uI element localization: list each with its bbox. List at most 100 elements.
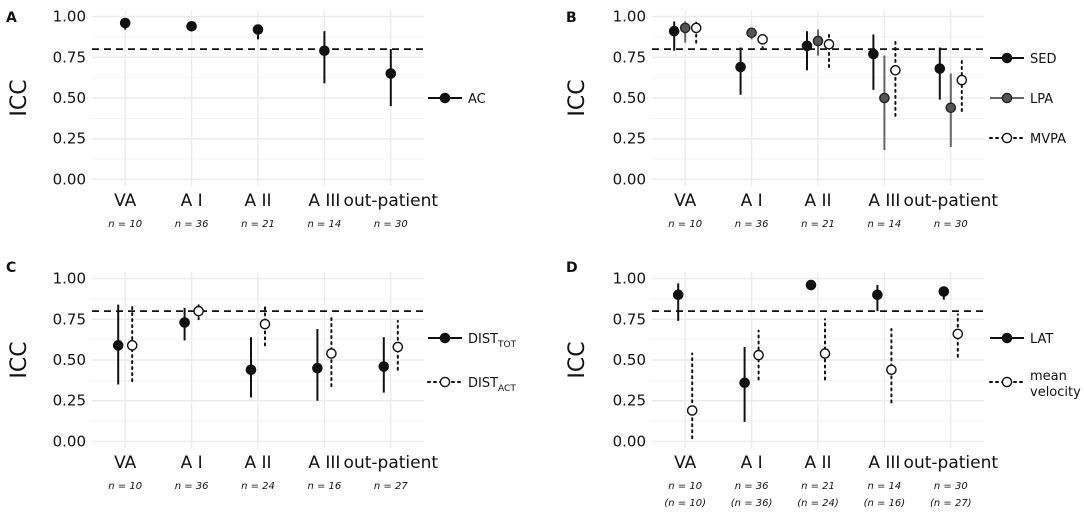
sample-size-label: n = 16 <box>307 481 341 492</box>
series-mvpa <box>690 20 968 117</box>
sample-size-label: n = 30 <box>374 219 408 230</box>
x-category-label: A III <box>868 453 900 473</box>
sample-size-label: n = 30 <box>934 481 968 492</box>
sample-size-label: n = 27 <box>374 481 408 492</box>
legend-label: DISTACT <box>468 376 516 394</box>
x-category-label: A I <box>181 453 203 473</box>
legend-label: SED <box>1030 52 1056 67</box>
panel-label: A <box>6 10 17 26</box>
legend-marker <box>1001 52 1013 64</box>
data-point <box>938 286 950 297</box>
sample-size-label: n = 21 <box>801 481 835 492</box>
y-tick-label: 0.00 <box>613 432 646 450</box>
x-category-label: out-patient <box>904 191 999 211</box>
data-point <box>886 364 897 376</box>
data-point <box>378 361 390 372</box>
sample-size-label-secondary: (n = 36) <box>731 498 773 509</box>
data-point <box>672 289 684 301</box>
legend-label-line2: velocity <box>1030 385 1081 400</box>
sample-size-label: n = 36 <box>735 219 769 230</box>
x-category-label: VA <box>114 453 137 473</box>
y-tick-label: 1.00 <box>613 8 646 26</box>
y-axis-label: ICC <box>565 341 590 378</box>
data-point <box>690 22 702 34</box>
legend-label: AC <box>468 92 486 107</box>
legend-marker <box>439 376 451 388</box>
data-point <box>112 340 124 351</box>
y-axis-label: ICC <box>7 341 32 378</box>
y-tick-label: 0.50 <box>613 351 646 369</box>
data-point <box>319 45 330 57</box>
y-tick-label: 0.75 <box>53 310 86 328</box>
y-tick-label: 0.75 <box>613 310 646 328</box>
y-tick-label: 0.25 <box>613 130 646 148</box>
legend-marker <box>1001 376 1013 388</box>
data-point <box>739 377 750 389</box>
series-lat <box>672 279 950 422</box>
sample-size-label-secondary: (n = 24) <box>797 498 839 509</box>
y-tick-label: 1.00 <box>613 270 646 288</box>
x-category-label: A II <box>244 191 271 211</box>
series-sed <box>668 21 946 100</box>
sample-size-label: n = 36 <box>175 219 209 230</box>
series-lpa <box>679 21 957 151</box>
data-point <box>819 348 831 359</box>
legend-marker <box>1001 92 1013 104</box>
data-point <box>823 38 835 50</box>
sample-size-label: n = 21 <box>241 219 275 230</box>
sample-size-label: n = 24 <box>241 481 275 492</box>
sample-size-label: n = 36 <box>175 481 209 492</box>
data-point <box>945 102 957 114</box>
y-tick-label: 0.00 <box>53 432 86 450</box>
legend-item: LAT <box>990 332 1053 347</box>
sample-size-label: n = 14 <box>867 219 901 230</box>
panel-c: 0.00 0.25 0.50 0.75 1.00 ICC C VA n = 10 A I n = 3… <box>6 260 517 492</box>
legend-label: MVPA <box>1030 132 1066 147</box>
data-point <box>746 27 757 39</box>
data-point <box>245 364 257 376</box>
x-category-label: A III <box>308 191 340 211</box>
x-category-label: A II <box>804 453 831 473</box>
data-point <box>679 22 691 34</box>
x-category-label: out-patient <box>344 453 439 473</box>
legend-marker <box>439 332 451 344</box>
series-ac <box>119 17 397 107</box>
sample-size-label-secondary: (n = 27) <box>930 498 972 509</box>
y-axis-label: ICC <box>7 79 32 116</box>
data-point <box>868 48 879 60</box>
data-point <box>753 349 764 361</box>
legend-label: mean <box>1030 369 1067 384</box>
sample-size-label: n = 10 <box>668 481 702 492</box>
y-tick-label: 1.00 <box>53 8 86 26</box>
data-point <box>186 20 197 32</box>
data-point <box>119 17 131 29</box>
data-point <box>259 318 271 330</box>
data-point <box>812 35 824 47</box>
x-category-label: A I <box>741 191 763 211</box>
data-point <box>326 348 337 359</box>
data-point <box>252 24 264 35</box>
data-point <box>805 279 817 291</box>
data-point <box>872 289 883 301</box>
data-point <box>668 25 680 37</box>
data-point <box>126 340 138 351</box>
sample-size-label: n = 14 <box>307 219 341 230</box>
legend-item: DISTACT <box>427 376 516 394</box>
data-point <box>934 63 946 74</box>
x-category-label: VA <box>114 191 137 211</box>
x-category-label: VA <box>674 191 697 211</box>
y-tick-label: 0.00 <box>613 170 646 188</box>
panel-d: 0.00 0.25 0.50 0.75 1.00 ICC D VA n = 10 (n = 10)… <box>565 260 1081 509</box>
legend-marker <box>1001 332 1013 344</box>
x-category-label: A II <box>804 191 831 211</box>
data-point <box>801 40 813 52</box>
x-category-label: out-patient <box>344 191 439 211</box>
sample-size-label: n = 36 <box>735 481 769 492</box>
sample-size-label: n = 14 <box>867 481 901 492</box>
legend-item: LPA <box>990 92 1053 107</box>
sample-size-label: n = 30 <box>934 219 968 230</box>
y-tick-label: 0.00 <box>53 170 86 188</box>
